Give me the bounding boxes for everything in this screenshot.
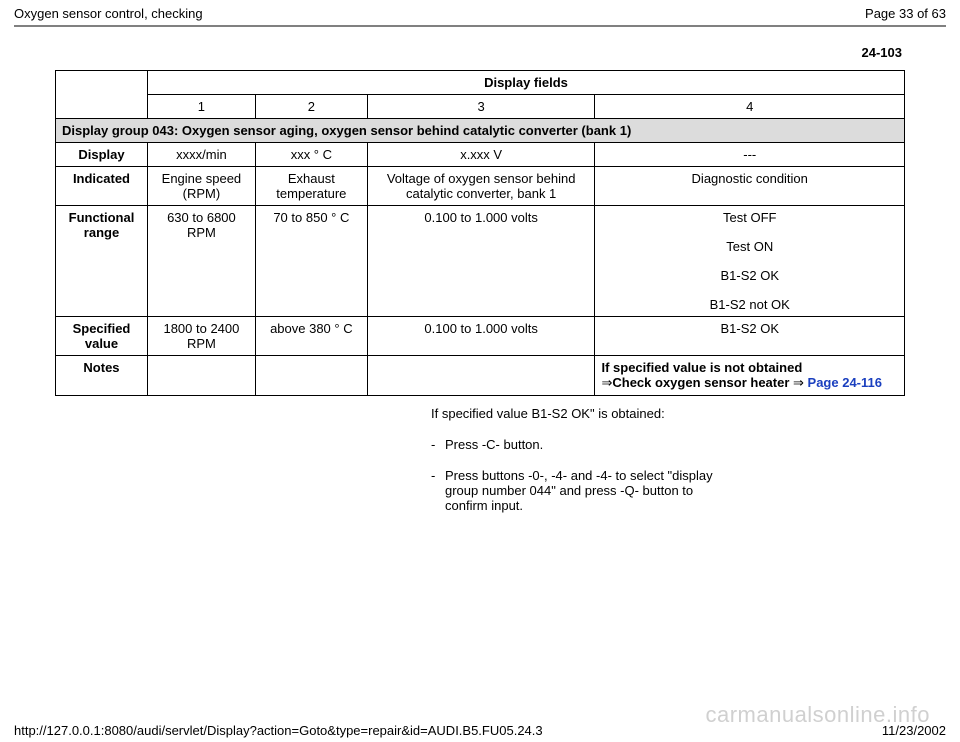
row-indicated-label: Indicated bbox=[56, 167, 148, 206]
col-num-1: 1 bbox=[147, 95, 255, 119]
bullet-text: Press -C- button. bbox=[445, 437, 543, 452]
funcrange-c4-item: B1-S2 not OK bbox=[601, 297, 898, 312]
display-fields-header: Display fields bbox=[147, 71, 904, 95]
blank-header-cell bbox=[56, 71, 148, 119]
notes-text2: Check oxygen sensor heater bbox=[612, 375, 793, 390]
bullet-item: - Press buttons -0-, -4- and -4- to sele… bbox=[431, 468, 905, 513]
page-header: Oxygen sensor control, checking Page 33 … bbox=[0, 0, 960, 23]
page-link[interactable]: Page 24-116 bbox=[808, 375, 882, 390]
page-footer: http://127.0.0.1:8080/audi/servlet/Displ… bbox=[14, 723, 946, 738]
indicated-c1: Engine speed (RPM) bbox=[147, 167, 255, 206]
display-fields-table: Display fields 1 2 3 4 Display group 043… bbox=[55, 70, 905, 396]
funcrange-c1: 630 to 6800 RPM bbox=[147, 206, 255, 317]
footer-url: http://127.0.0.1:8080/audi/servlet/Displ… bbox=[14, 723, 543, 738]
indicated-c2: Exhaust temperature bbox=[255, 167, 367, 206]
funcrange-c4-item: Test ON bbox=[601, 239, 898, 254]
funcrange-c4: Test OFF Test ON B1-S2 OK B1-S2 not OK bbox=[595, 206, 905, 317]
bullet-dash: - bbox=[431, 437, 445, 452]
row-specvalue-label: Specified value bbox=[56, 317, 148, 356]
specvalue-c2: above 380 ° C bbox=[255, 317, 367, 356]
bullet-item: - Press -C- button. bbox=[431, 437, 905, 452]
notes-c4: If specified value is not obtained ⇒Chec… bbox=[595, 356, 905, 396]
row-display-label: Display bbox=[56, 143, 148, 167]
notes-c1 bbox=[147, 356, 255, 396]
funcrange-c3: 0.100 to 1.000 volts bbox=[367, 206, 595, 317]
specvalue-c1: 1800 to 2400 RPM bbox=[147, 317, 255, 356]
notes-text1: If specified value is not obtained bbox=[601, 360, 802, 375]
notes-c3 bbox=[367, 356, 595, 396]
notes-c2 bbox=[255, 356, 367, 396]
display-c4: --- bbox=[595, 143, 905, 167]
display-c1: xxxx/min bbox=[147, 143, 255, 167]
funcrange-c4-item: B1-S2 OK bbox=[601, 268, 898, 283]
bullet-text: Press buttons -0-, -4- and -4- to select… bbox=[445, 468, 725, 513]
col-num-3: 3 bbox=[367, 95, 595, 119]
row-notes-label: Notes bbox=[56, 356, 148, 396]
obtained-para: If specified value B1-S2 OK" is obtained… bbox=[431, 406, 905, 421]
group-header: Display group 043: Oxygen sensor aging, … bbox=[56, 119, 905, 143]
funcrange-c4-item: Test OFF bbox=[601, 210, 898, 225]
display-c3: x.xxx V bbox=[367, 143, 595, 167]
display-c2: xxx ° C bbox=[255, 143, 367, 167]
indicated-c3: Voltage of oxygen sensor behind catalyti… bbox=[367, 167, 595, 206]
doc-number: 24-103 bbox=[0, 27, 960, 70]
below-table-content: If specified value B1-S2 OK" is obtained… bbox=[55, 396, 905, 513]
specvalue-c3: 0.100 to 1.000 volts bbox=[367, 317, 595, 356]
arrow-icon: ⇒ bbox=[793, 375, 808, 390]
row-funcrange-label: Functional range bbox=[56, 206, 148, 317]
funcrange-c2: 70 to 850 ° C bbox=[255, 206, 367, 317]
col-num-2: 2 bbox=[255, 95, 367, 119]
arrow-icon: ⇒ bbox=[601, 375, 612, 390]
bullet-dash: - bbox=[431, 468, 445, 513]
doc-title: Oxygen sensor control, checking bbox=[14, 6, 203, 21]
footer-date: 11/23/2002 bbox=[882, 723, 946, 738]
indicated-c4: Diagnostic condition bbox=[595, 167, 905, 206]
specvalue-c4: B1-S2 OK bbox=[595, 317, 905, 356]
col-num-4: 4 bbox=[595, 95, 905, 119]
page-info: Page 33 of 63 bbox=[865, 6, 946, 21]
